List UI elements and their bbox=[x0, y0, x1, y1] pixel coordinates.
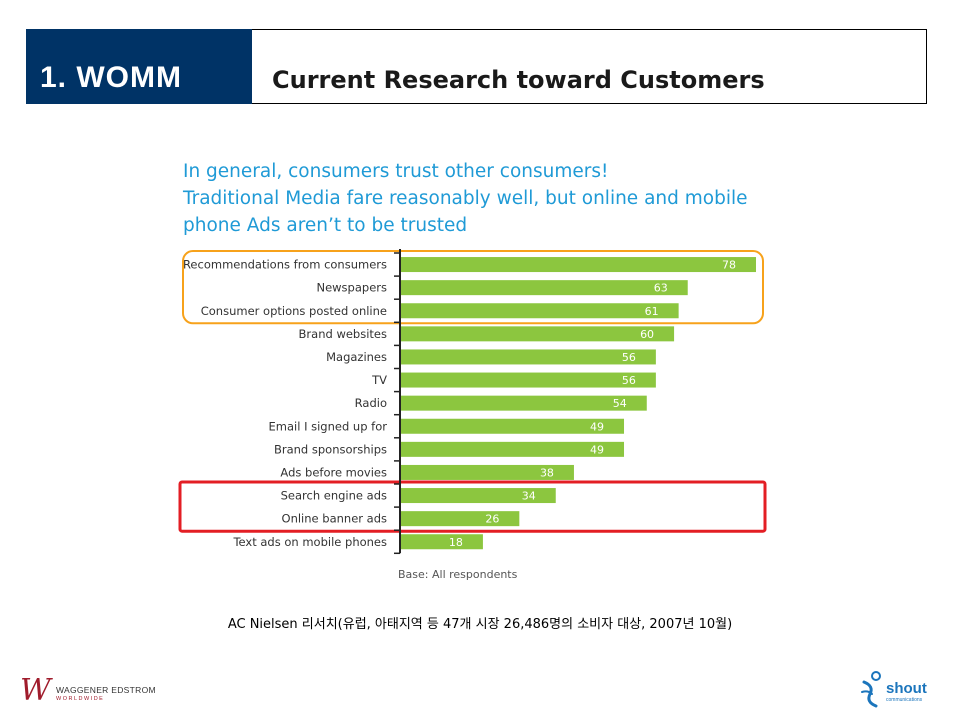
bar bbox=[401, 257, 756, 273]
category-label: Magazines bbox=[326, 350, 387, 364]
bar bbox=[401, 488, 556, 504]
category-label: Search engine ads bbox=[281, 489, 387, 503]
slide-title: Current Research toward Customers bbox=[272, 66, 765, 94]
category-label: TV bbox=[371, 373, 387, 387]
bar-value-label: 61 bbox=[645, 305, 659, 318]
category-label: Online banner ads bbox=[282, 512, 387, 526]
section-box: 1. WOMM bbox=[26, 29, 252, 104]
bar-value-label: 38 bbox=[540, 466, 554, 479]
category-label: Consumer options posted online bbox=[201, 304, 387, 318]
bar bbox=[401, 303, 679, 319]
category-label: Ads before movies bbox=[280, 465, 387, 479]
bar bbox=[401, 395, 647, 411]
category-label: Text ads on mobile phones bbox=[232, 535, 387, 549]
logo-left-sub: WORLDWIDE bbox=[56, 696, 105, 702]
category-label: Recommendations from consumers bbox=[183, 258, 387, 272]
category-label: Radio bbox=[355, 396, 387, 410]
bar-value-label: 54 bbox=[613, 397, 627, 410]
bar-value-label: 49 bbox=[590, 443, 604, 456]
bar-value-label: 26 bbox=[485, 513, 499, 526]
section-label: 1. WOMM bbox=[40, 61, 182, 94]
logo-left-name: WAGGENER EDSTROM bbox=[56, 685, 156, 695]
highlight-frame-2 bbox=[178, 480, 767, 533]
category-label: Brand sponsorships bbox=[274, 442, 387, 456]
bar-value-label: 56 bbox=[622, 374, 636, 387]
headline-line-3: phone Ads aren’t to be trusted bbox=[183, 215, 468, 236]
waggener-edstrom-logo: W WAGGENER EDSTROM WORLDWIDE bbox=[20, 676, 220, 712]
bar bbox=[401, 464, 574, 480]
bar bbox=[401, 534, 483, 550]
logo-right-sub: communications bbox=[886, 697, 923, 703]
base-note: Base: All respondents bbox=[398, 568, 518, 581]
source-note: AC Nielsen 리서치(유럽, 아태지역 등 47개 시장 26,486명… bbox=[227, 617, 733, 632]
category-label: Brand websites bbox=[299, 327, 387, 341]
bar-value-label: 18 bbox=[449, 536, 463, 549]
bar bbox=[401, 511, 520, 527]
shout-figure-icon bbox=[861, 671, 881, 708]
headline-line-2: Traditional Media fare reasonably well, … bbox=[183, 188, 748, 209]
bar-value-label: 49 bbox=[590, 420, 604, 433]
we-mark-icon: W bbox=[20, 673, 51, 708]
headline-line-1: In general, consumers trust other consum… bbox=[183, 161, 609, 182]
logo-right-name: shout bbox=[886, 680, 927, 697]
bar-value-label: 63 bbox=[654, 282, 668, 295]
bar bbox=[401, 349, 656, 365]
bar bbox=[401, 418, 625, 434]
bar bbox=[401, 372, 656, 388]
highlight-frame-1 bbox=[182, 250, 764, 325]
bar-value-label: 60 bbox=[640, 328, 654, 341]
shout-logo: shout communications bbox=[858, 666, 938, 716]
category-label: Email I signed up for bbox=[269, 419, 388, 433]
category-label: Newspapers bbox=[316, 281, 387, 295]
bar-value-label: 78 bbox=[722, 259, 736, 272]
trust-bar-chart: Recommendations from consumers 78 Newspape… bbox=[178, 249, 767, 555]
chart-headline: In general, consumers trust other consum… bbox=[183, 158, 783, 239]
bar bbox=[401, 441, 625, 457]
bar-value-label: 34 bbox=[522, 490, 536, 503]
bar-value-label: 56 bbox=[622, 351, 636, 364]
bar bbox=[401, 326, 675, 342]
bar bbox=[401, 280, 688, 296]
